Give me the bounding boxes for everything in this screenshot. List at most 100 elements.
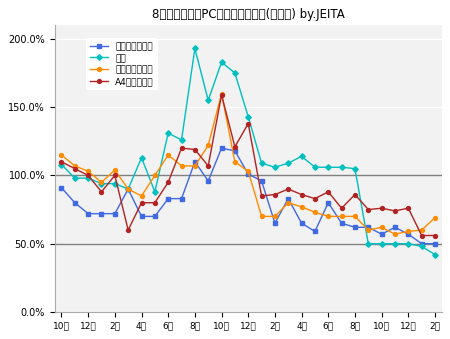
オールインワン [86,212,91,216]
A4型・その他 [432,234,438,238]
モバイルノート [419,228,424,232]
オールインワン [379,232,384,236]
単体 [419,244,424,248]
単体 [72,176,77,180]
A4型・その他 [72,166,77,171]
A4型・その他 [59,160,64,164]
単体 [392,242,398,246]
オールインワン [126,187,131,191]
オールインワン [99,212,104,216]
単体 [179,138,184,142]
モバイルノート [139,194,144,198]
A4型・その他 [339,206,344,210]
Title: 8発売月からのPC出荷台数前年比(種類別) by.JEITA: 8発売月からのPC出荷台数前年比(種類別) by.JEITA [152,8,345,21]
モバイルノート [232,160,238,164]
オールインワン [286,197,291,201]
A4型・その他 [326,190,331,194]
オールインワン [419,242,424,246]
オールインワン [405,232,411,236]
A4型・その他 [192,147,198,152]
モバイルノート [365,228,371,232]
単体 [312,165,318,169]
単体 [339,165,344,169]
オールインワン [72,201,77,205]
モバイルノート [339,214,344,218]
モバイルノート [352,214,358,218]
単体 [299,154,304,158]
A4型・その他 [219,93,224,97]
A4型・その他 [365,207,371,212]
モバイルノート [219,92,224,96]
Legend: オールインワン, 単体, モバイルノート, A4型・その他: オールインワン, 単体, モバイルノート, A4型・その他 [86,38,158,90]
オールインワン [246,172,251,176]
A4型・その他 [299,193,304,197]
A4型・その他 [246,121,251,125]
A4型・その他 [352,193,358,197]
オールインワン [179,197,184,201]
モバイルノート [259,214,264,218]
A4型・その他 [259,194,264,198]
モバイルノート [392,232,398,236]
モバイルノート [192,164,198,168]
オールインワン [326,201,331,205]
A4型・その他 [86,174,91,178]
オールインワン [339,221,344,225]
オールインワン [59,186,64,190]
オールインワン [272,221,278,225]
単体 [259,161,264,165]
A4型・その他 [272,193,278,197]
A4型・その他 [99,190,104,194]
A4型・その他 [232,145,238,149]
単体 [192,46,198,51]
単体 [219,60,224,64]
モバイルノート [99,180,104,184]
A4型・その他 [206,164,211,168]
単体 [365,242,371,246]
Line: A4型・その他: A4型・その他 [59,93,437,237]
A4型・その他 [286,187,291,191]
単体 [86,176,91,180]
モバイルノート [312,210,318,214]
A4型・その他 [419,234,424,238]
単体 [112,182,117,186]
モバイルノート [59,153,64,157]
A4型・その他 [166,180,171,184]
単体 [139,156,144,160]
A4型・その他 [405,206,411,210]
オールインワン [206,179,211,183]
A4型・その他 [112,174,117,178]
オールインワン [299,221,304,225]
モバイルノート [272,214,278,218]
モバイルノート [179,164,184,168]
モバイルノート [126,187,131,191]
オールインワン [139,214,144,218]
オールインワン [192,160,198,164]
A4型・その他 [379,206,384,210]
単体 [166,131,171,135]
単体 [326,165,331,169]
単体 [432,253,438,257]
オールインワン [312,230,318,234]
モバイルノート [405,230,411,234]
A4型・その他 [126,228,131,232]
単体 [379,242,384,246]
モバイルノート [432,216,438,220]
単体 [405,242,411,246]
A4型・その他 [392,209,398,213]
Line: 単体: 単体 [59,46,437,257]
オールインワン [232,149,238,153]
単体 [126,187,131,191]
オールインワン [152,214,158,218]
オールインワン [112,212,117,216]
単体 [352,166,358,171]
単体 [272,165,278,169]
モバイルノート [379,225,384,230]
単体 [152,190,158,194]
オールインワン [352,225,358,230]
A4型・その他 [152,201,158,205]
単体 [246,115,251,119]
単体 [206,98,211,102]
Line: オールインワン: オールインワン [59,146,437,246]
オールインワン [365,225,371,230]
A4型・その他 [312,197,318,201]
